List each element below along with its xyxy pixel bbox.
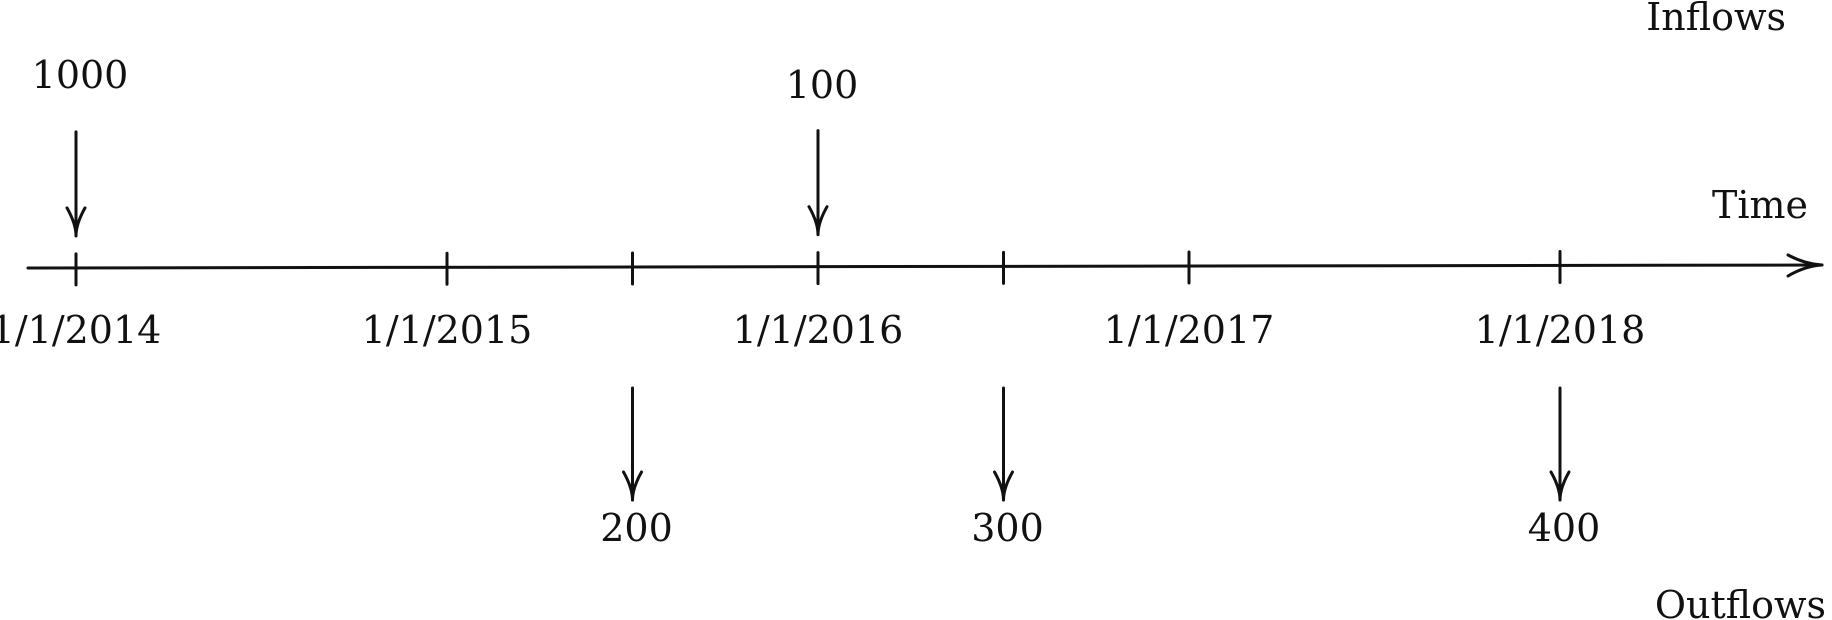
- outflow-amount-label: 300: [971, 506, 1044, 550]
- tick-label: 1/1/2017: [1104, 308, 1275, 352]
- outflows-heading: Outflows: [1655, 583, 1826, 620]
- tick-label: 1/1/2014: [0, 308, 161, 352]
- arrowhead-down-icon: [1549, 470, 1571, 502]
- outflow-amount-label: 200: [600, 506, 673, 550]
- tick-marks-group: 1/1/2014 1/1/2015 1/1/2016 1/1/2017 1/1/2018: [0, 249, 1646, 352]
- time-axis-label: Time: [1712, 183, 1808, 227]
- arrowhead-down-icon: [65, 206, 87, 238]
- cash-flow-arrows-group: 1000 100 200 300 400: [32, 53, 1601, 550]
- time-axis-group: [26, 253, 1824, 278]
- outflow-amount-label: 400: [1528, 506, 1601, 550]
- tick-label: 1/1/2015: [362, 308, 533, 352]
- inflow-amount-label: 100: [786, 63, 859, 107]
- time-axis-arrowhead-icon: [1786, 253, 1824, 278]
- arrowhead-down-icon: [622, 470, 643, 502]
- arrowhead-down-icon: [993, 470, 1014, 502]
- tick-label: 1/1/2018: [1475, 308, 1646, 352]
- tick-label: 1/1/2016: [733, 308, 904, 352]
- inflow-amount-label: 1000: [32, 53, 129, 97]
- time-axis-line: [26, 263, 1824, 270]
- arrowhead-down-icon: [807, 205, 829, 237]
- inflows-heading: Inflows: [1646, 0, 1786, 39]
